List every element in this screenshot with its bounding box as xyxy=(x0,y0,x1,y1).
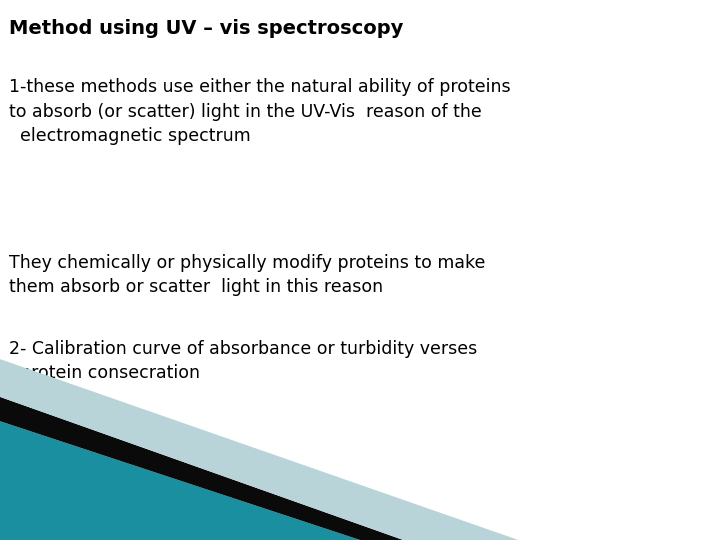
Text: Method using UV – vis spectroscopy: Method using UV – vis spectroscopy xyxy=(9,19,403,38)
Text: They chemically or physically modify proteins to make
them absorb or scatter  li: They chemically or physically modify pro… xyxy=(9,254,485,296)
Text: 2- Calibration curve of absorbance or turbidity verses
  protein consecration: 2- Calibration curve of absorbance or tu… xyxy=(9,340,477,382)
Text: 1-these methods use either the natural ability of proteins
to absorb (or scatter: 1-these methods use either the natural a… xyxy=(9,78,510,145)
Polygon shape xyxy=(0,359,518,540)
Polygon shape xyxy=(0,421,360,540)
Polygon shape xyxy=(0,397,403,540)
